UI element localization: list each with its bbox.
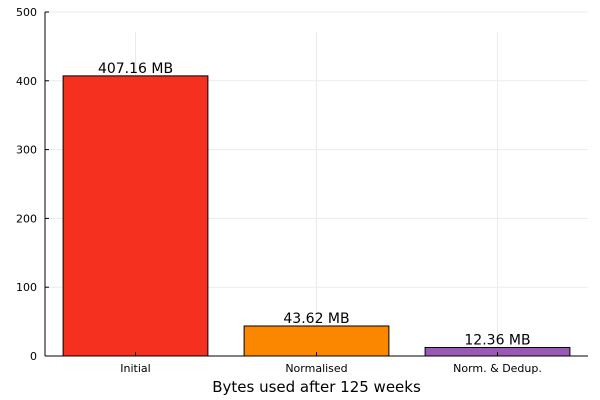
y-tick-label: 500 [16, 6, 37, 19]
data-labels: 407.16 MB 43.62 MB 12.36 MB [98, 61, 531, 349]
y-ticks: 0 100 200 300 400 500 [16, 6, 49, 363]
x-ticks: Initial Normalised Norm. & Dedup. [120, 352, 542, 375]
y-tick-label: 400 [16, 75, 37, 88]
bars [62, 75, 571, 357]
bar-data-label: 407.16 MB [98, 61, 173, 77]
y-tick-label: 200 [16, 212, 37, 225]
y-tick-label: 0 [30, 350, 37, 363]
bar [62, 75, 209, 357]
bar-data-label: 43.62 MB [283, 311, 349, 327]
bar-data-label: 12.36 MB [464, 332, 530, 348]
x-tick-label: Norm. & Dedup. [453, 362, 542, 375]
bar [243, 325, 390, 357]
x-tick-label: Initial [120, 362, 150, 375]
y-tick-label: 300 [16, 144, 37, 157]
x-axis-title: Bytes used after 125 weeks [212, 378, 421, 396]
x-tick-label: Normalised [285, 362, 347, 375]
y-tick-label: 100 [16, 281, 37, 294]
